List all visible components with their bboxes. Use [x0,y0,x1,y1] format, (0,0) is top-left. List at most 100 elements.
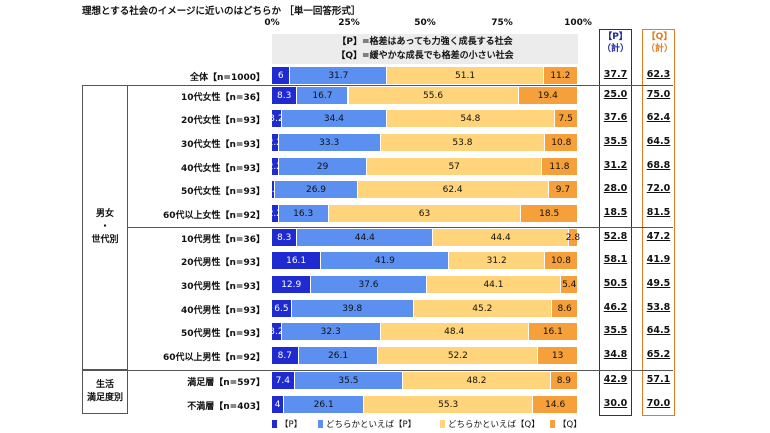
group-label-line: ・ [100,222,110,232]
bar-segment: 45.2 [413,300,552,317]
separator-line [107,370,673,371]
p-total-value: 58.1 [603,254,628,265]
p-total-value: 25.0 [603,89,628,100]
row-label: 40代女性【n=93】 [181,164,265,174]
q-total-value: 81.5 [646,207,671,218]
q-total-value: 53.8 [646,302,671,313]
bar-segment: 55.6 [348,87,519,104]
chart-title: 理想とする社会のイメージに近いのはどちらか ［単一回答形式］ [82,6,361,17]
legend-swatch [272,420,277,428]
bar-segment: 57 [367,158,542,175]
q-total-value: 64.5 [646,136,671,147]
bar-segment: 2.2 [268,134,282,151]
bar-segment: 11.2 [543,67,578,84]
bar-segment: 8.6 [551,300,579,317]
q-total-header-line1: 【Q】 [646,32,673,42]
q-total-column-frame [642,29,675,416]
bar-segment: 62.4 [357,181,549,198]
row-label: 10代女性【n=36】 [181,93,265,103]
row-label: 40代男性【n=93】 [181,306,265,316]
bar-segment: 32.3 [281,323,381,340]
q-total-value: 57.1 [646,374,671,385]
bar-segment: 26.1 [298,347,379,364]
tick-label: 50% [414,18,436,28]
separator-line [128,227,673,228]
legend-swatch [550,420,555,428]
bar-segment: 31.7 [290,67,388,84]
bar-segment: 44.1 [426,276,562,293]
legend-label: どちらかといえば【P】 [326,420,417,430]
bar-segment: 10.8 [544,252,578,269]
q-total-header-line2: （計） [645,44,673,54]
bar-segment: 19.4 [518,87,578,104]
bar-segment: 33.3 [278,134,381,151]
legend-item-p-lean: どちらかといえば【P】 [318,418,416,430]
q-total-value: 68.8 [646,160,671,171]
p-total-value: 34.8 [603,349,628,360]
bar-segment: 16.1 [272,252,322,269]
bar-segment: 26.1 [284,396,365,413]
q-total-value: 75.0 [646,89,671,100]
tick-label: 100% [564,18,592,28]
bar-segment: 12.9 [272,276,312,293]
row-label: 60代以上男性【n=92】 [163,353,265,363]
group-label-line: 満足度別 [86,393,123,403]
row-label: 50代男性【n=93】 [181,329,265,339]
group-satisfaction: 生活 満足度別 [82,370,128,414]
group-label-line: 世代別 [91,235,119,245]
bar-segment: 9.7 [548,181,579,198]
bar-segment: 6 [272,67,291,84]
p-total-value: 35.5 [603,136,628,147]
bar-segment: 48.2 [403,372,551,389]
tick-label: 0% [264,18,280,28]
bar-segment: 39.8 [291,300,414,317]
p-total-value: 35.5 [603,325,628,336]
bar-segment: 52.2 [378,347,539,364]
bar-segment: 18.5 [521,205,578,222]
p-total-value: 28.0 [603,183,628,194]
legend-label: 【Q】 [558,420,582,430]
bar-segment: 44.4 [297,229,434,246]
q-total-value: 72.0 [646,183,671,194]
bar-segment: 11.8 [541,158,578,175]
row-label: 全体【n=1000】 [190,73,265,83]
bar-segment: 26.9 [275,181,358,198]
q-total-value: 49.5 [646,278,671,289]
definition-box: 【P】=格差はあっても力強く成長する社会 【Q】=緩やかな成長でも格差の小さい社… [272,34,578,64]
q-total-value: 70.0 [646,398,671,409]
legend-swatch [318,420,323,428]
bar-segment: 41.9 [321,252,450,269]
bar-segment: 5.4 [561,276,578,293]
p-total-value: 30.0 [603,398,628,409]
bar-segment: 8.3 [272,87,298,104]
bar-segment: 13 [538,347,578,364]
row-label: 30代女性【n=93】 [181,140,265,150]
bar-segment: 51.1 [387,67,544,84]
bar-segment: 14.6 [533,396,578,413]
bar-segment: 16.3 [278,205,329,222]
bar-segment: 37.6 [311,276,427,293]
q-total-value: 62.4 [646,112,671,123]
bar-segment: 16.1 [528,323,578,340]
bar-segment: 3.2 [269,110,284,127]
bar-segment: 55.3 [364,396,534,413]
q-total-header: 【Q】 （計） [643,31,676,57]
bar-segment: 6.5 [272,300,292,317]
bar-segment: 54.8 [387,110,555,127]
row-label: 不満層【n=403】 [187,402,265,412]
bar-segment: 3.2 [269,323,284,340]
tick-label: 25% [338,18,360,28]
row-label: 満足層【n=597】 [187,378,265,388]
bar-segment: 34.4 [281,110,388,127]
bar-segment: 8.3 [272,229,298,246]
bar-segment: 31.2 [449,252,545,269]
p-total-value: 42.9 [603,374,628,385]
q-total-value: 41.9 [646,254,671,265]
row-label: 60代以上女性【n=92】 [163,211,265,221]
bar-segment: 29 [278,158,368,175]
bar-segment: 2.2 [268,205,282,222]
group-demographic: 男女 ・ 世代別 [82,85,128,370]
p-total-column-frame [599,29,632,416]
separator-line [107,85,673,86]
group-label-line: 男女 [95,209,114,219]
